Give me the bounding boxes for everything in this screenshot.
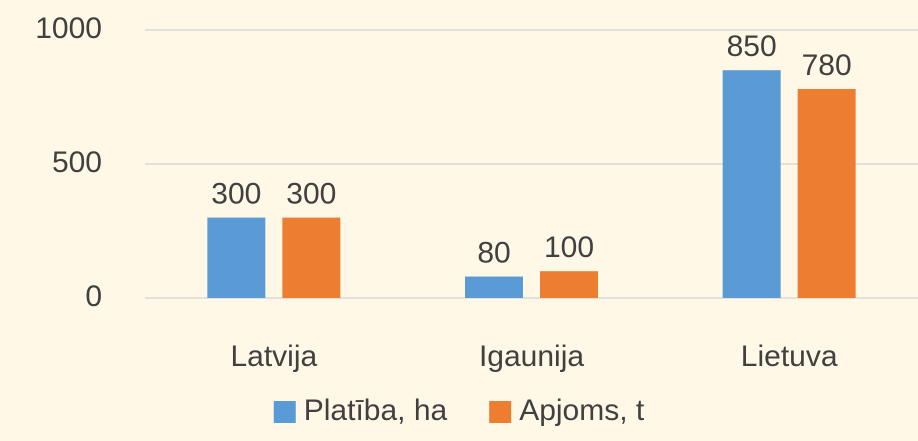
legend-label: Apjoms, t <box>519 394 645 427</box>
bar <box>282 217 341 298</box>
y-tick-label: 1000 <box>35 12 102 45</box>
bar <box>207 217 266 298</box>
y-tick-label: 500 <box>52 146 102 179</box>
y-tick-label: 0 <box>85 280 102 313</box>
data-label: 300 <box>211 178 261 211</box>
legend-swatch <box>489 401 512 423</box>
bar <box>465 276 523 298</box>
x-tick-label: Igaunija <box>479 340 584 373</box>
bar <box>540 271 598 298</box>
x-tick-label: Latvija <box>230 340 317 373</box>
x-tick-label: Lietuva <box>741 340 838 373</box>
data-label: 300 <box>286 178 336 211</box>
bar <box>797 88 856 299</box>
data-label: 850 <box>727 30 777 63</box>
bar <box>722 70 781 298</box>
legend-label: Platība, ha <box>304 394 448 427</box>
data-label: 780 <box>802 49 852 82</box>
data-label: 80 <box>477 236 510 269</box>
data-label: 100 <box>544 231 594 264</box>
legend-swatch <box>273 401 296 423</box>
